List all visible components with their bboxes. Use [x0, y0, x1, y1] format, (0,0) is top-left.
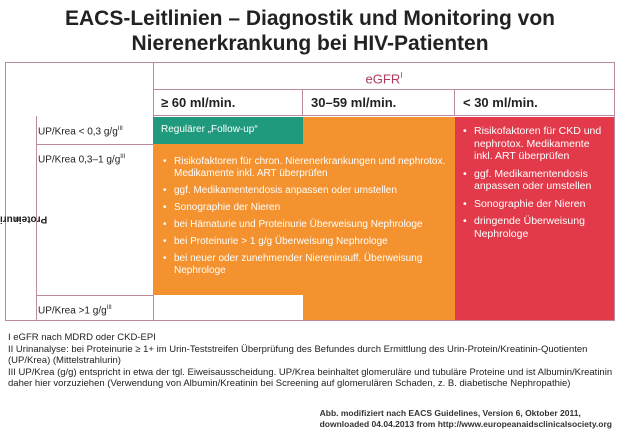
- grid-line: [36, 295, 153, 296]
- title-line-2: Nierenerkrankung bei HIV-Patienten: [131, 32, 489, 55]
- orange-cell-top: [303, 117, 455, 144]
- footnote-3: III UP/Krea (g/g) entspricht in etwa der…: [8, 366, 613, 390]
- row-label-over-1: UP/Krea >1 g/gIII: [38, 302, 112, 317]
- row-label-text: UP/Krea >1 g/g: [38, 305, 107, 317]
- list-item: bei neuer oder zunehmender Niereninsuff.…: [161, 253, 447, 277]
- column-header-egfr-60: ≥ 60 ml/min.: [153, 90, 303, 116]
- list-item: ggf. Medikamentendosis anpassen oder ums…: [461, 168, 608, 193]
- list-item: bei Proteinurie > 1 g/g Überweisung Neph…: [161, 236, 447, 248]
- list-item: Risikofaktoren für CKD und nephrotox. Me…: [461, 125, 608, 163]
- column-header-egfr-under-30: < 30 ml/min.: [455, 90, 615, 116]
- list-item: Sonographie der Nieren: [461, 198, 608, 211]
- row-label-text: UP/Krea 0,3–1 g/g: [38, 154, 121, 166]
- footnote-1: I eGFR nach MDRD oder CKD-EPI: [8, 332, 156, 343]
- egfr-header-label: eGFR: [365, 71, 401, 87]
- list-item: ggf. Medikamentendosis anpassen oder ums…: [161, 185, 447, 197]
- title-line-1: EACS-Leitlinien – Diagnostik und Monitor…: [65, 7, 555, 30]
- row-label-text: UP/Krea < 0,3 g/g: [38, 126, 118, 138]
- egfr-footnote-mark: I: [400, 71, 403, 80]
- source-citation: Abb. modifiziert nach EACS Guidelines, V…: [320, 408, 612, 430]
- proteinuria-label-text: Proteinurie: [0, 213, 48, 225]
- footnote-2: II Urinanalyse: bei Proteinurie ≥ 1+ im …: [8, 343, 588, 367]
- grid-line: [36, 116, 37, 321]
- red-bullet-list: Risikofaktoren für CKD und nephrotox. Me…: [461, 125, 608, 240]
- red-cell: Risikofaktoren für CKD und nephrotox. Me…: [455, 117, 614, 320]
- list-item: dringende Überweisung Nephrologe: [461, 215, 608, 240]
- list-item: Risikofaktoren für chron. Nierenerkranku…: [161, 156, 447, 180]
- table-frame: [5, 62, 615, 321]
- list-item: Sonographie der Nieren: [161, 202, 447, 214]
- row-footnote-mark: III: [106, 305, 112, 311]
- green-cell-follow-up: Regulärer „Follow-up“: [153, 117, 303, 144]
- list-item: bei Hämaturie und Proteinurie Überweisun…: [161, 219, 447, 231]
- proteinuria-label: ProteinurieII: [0, 116, 47, 321]
- page-title: EACS-Leitlinien – Diagnostik und Monitor…: [0, 6, 620, 56]
- footnotes: I eGFR nach MDRD oder CKD-EPI II Urinana…: [8, 332, 614, 390]
- source-line-1: Abb. modifiziert nach EACS Guidelines, V…: [319, 408, 581, 418]
- column-header-egfr-30-59: 30–59 ml/min.: [303, 90, 455, 116]
- source-line-2: downloaded 04.04.2013 from http://www.eu…: [319, 419, 612, 429]
- row-footnote-mark: III: [120, 154, 126, 160]
- row-label-0-3-to-1: UP/Krea 0,3–1 g/gIII: [38, 151, 125, 166]
- orange-cell-bottom: [303, 295, 455, 320]
- grid-line: [36, 144, 153, 145]
- row-footnote-mark: III: [117, 126, 123, 132]
- row-label-under-0-3: UP/Krea < 0,3 g/gIII: [38, 123, 123, 138]
- orange-bullet-list: Risikofaktoren für chron. Nierenerkranku…: [161, 156, 447, 277]
- egfr-header: eGFRI: [153, 62, 615, 90]
- orange-cell-main: Risikofaktoren für chron. Nierenerkranku…: [153, 144, 455, 295]
